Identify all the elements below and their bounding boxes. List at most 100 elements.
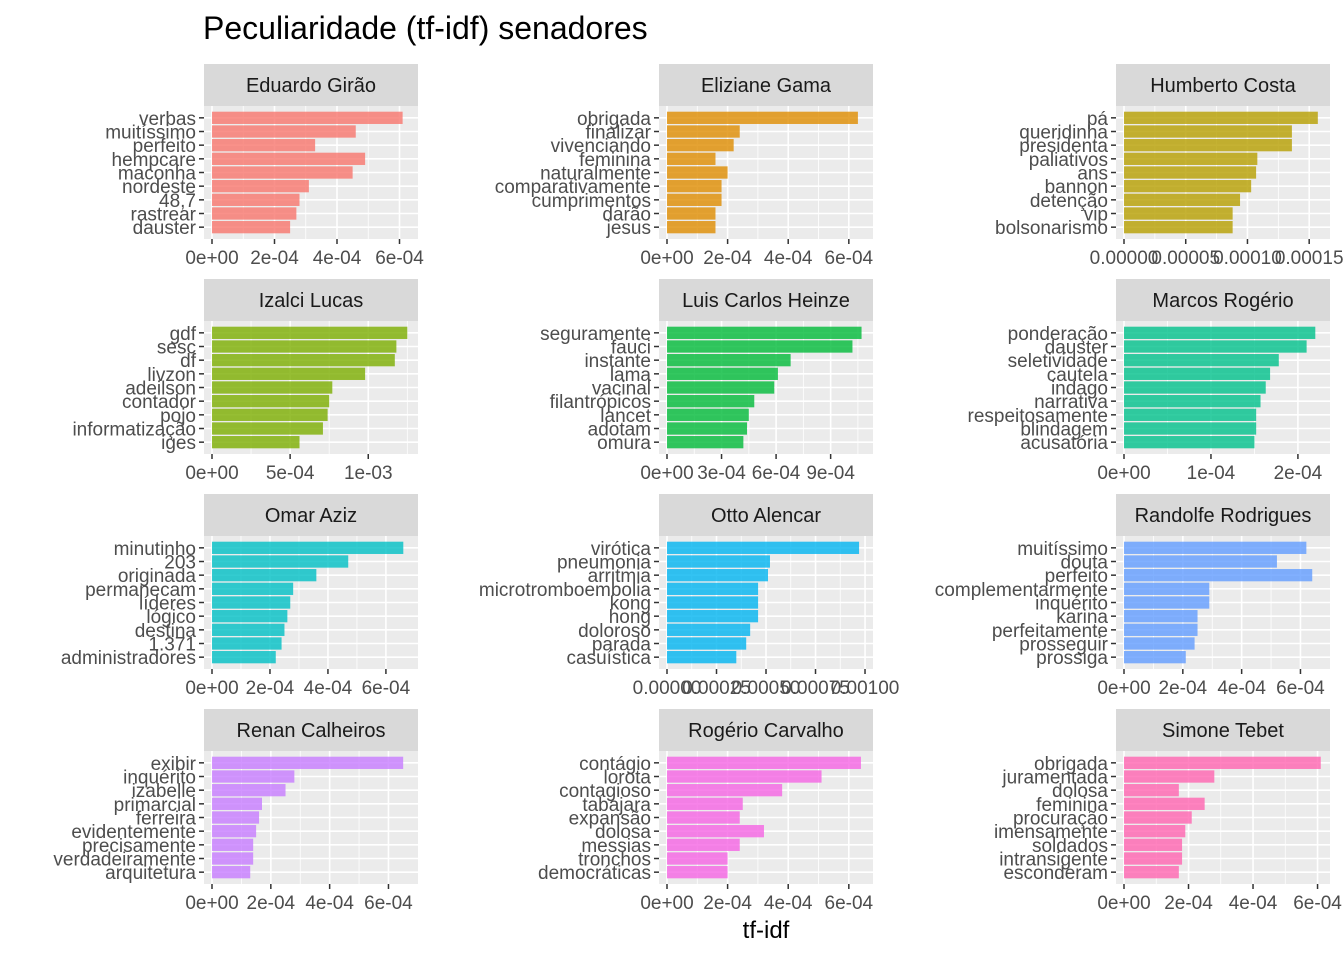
category-label: bolsonarismo — [995, 218, 1108, 239]
facet-title: Rogério Carvalho — [688, 720, 844, 742]
facet-strip — [1116, 279, 1330, 321]
x-tick-label: 0.00015 — [1275, 248, 1344, 269]
category-label: inquérito — [1035, 594, 1108, 615]
bar — [667, 395, 755, 408]
category-label: lama — [610, 365, 652, 386]
category-label: obrigada — [577, 109, 651, 130]
bar — [1124, 838, 1183, 851]
category-label: prosseguir — [1019, 635, 1108, 656]
category-label: narrativa — [1034, 392, 1108, 413]
x-tick-label: 1e-03 — [344, 463, 393, 484]
bar — [1124, 395, 1261, 408]
category-label: ans — [1077, 164, 1108, 185]
category-label: izabelle — [132, 781, 196, 802]
x-tick-label: 2e-04 — [703, 248, 752, 269]
bar — [1124, 582, 1210, 595]
x-tick-label: 0e+00 — [185, 248, 238, 269]
facet-strip — [204, 494, 418, 536]
facet-title: Izalci Lucas — [259, 290, 364, 312]
bar — [667, 838, 740, 851]
bar — [212, 852, 254, 865]
bar — [212, 193, 300, 206]
bar — [1124, 354, 1279, 367]
category-label: karina — [1056, 607, 1108, 628]
category-label: parada — [592, 635, 652, 656]
bar — [212, 756, 404, 769]
category-label: democráticas — [538, 863, 651, 884]
facet-strip — [1116, 709, 1330, 751]
x-tick-label: 6e-04 — [825, 893, 874, 914]
category-label: tabajara — [582, 795, 651, 816]
category-label: virótica — [591, 539, 652, 560]
bar — [667, 651, 737, 664]
x-tick-label: 2e-04 — [247, 893, 296, 914]
facet-panel: Humberto Costa 0.000000.000050.000100.000… — [995, 64, 1344, 269]
category-label: gdf — [170, 324, 197, 345]
bar — [1124, 125, 1292, 138]
bar — [1124, 152, 1258, 165]
x-tick-label: 0.00010 — [1213, 248, 1282, 269]
bar — [1124, 367, 1271, 380]
category-label: respeitosamente — [968, 406, 1108, 427]
bar — [212, 569, 317, 582]
bar — [667, 569, 768, 582]
category-label: doloroso — [578, 621, 651, 642]
bar — [667, 180, 722, 193]
x-tick-label: 4e-04 — [313, 248, 362, 269]
chart-title: Peculiaridade (tf-idf) senadores — [203, 10, 648, 46]
bar — [1124, 408, 1257, 421]
category-label: perfeitamente — [992, 621, 1108, 642]
bar — [212, 582, 294, 595]
category-label: presidenta — [1019, 136, 1108, 157]
category-label: ponderação — [1008, 324, 1108, 345]
bar — [667, 408, 749, 421]
category-label: administradores — [61, 648, 196, 669]
facet-panel: Otto Alencar 0.000000.000250.000500.00075… — [479, 494, 899, 699]
x-tick-label: 0e+00 — [640, 463, 693, 484]
facet-title: Luis Carlos Heinze — [682, 290, 850, 312]
category-label: feminina — [579, 150, 651, 171]
bar — [667, 436, 744, 449]
category-label: esconderam — [1003, 863, 1108, 884]
bar — [1124, 207, 1233, 220]
category-label: pá — [1087, 109, 1109, 130]
bar — [1124, 541, 1307, 554]
category-label: pojo — [160, 406, 196, 427]
bar — [212, 838, 254, 851]
facet-panel: Rogério Carvalho 0e+00 2e-04 4e-04 6e-04 cont… — [538, 709, 874, 914]
category-label: arquitetura — [105, 863, 196, 884]
category-label: queridinha — [1019, 123, 1108, 144]
bar — [667, 326, 862, 339]
category-label: feminina — [1036, 795, 1108, 816]
facet-title: Otto Alencar — [711, 505, 821, 527]
category-label: imensamente — [994, 822, 1108, 843]
category-label: iges — [161, 433, 196, 454]
category-label: tronchos — [578, 850, 651, 871]
x-tick-label: 3e-04 — [697, 463, 746, 484]
category-label: complementarmente — [935, 580, 1108, 601]
bar — [1124, 436, 1255, 449]
facet-panel: Omar Aziz 0e+00 2e-04 4e-04 6e-04 minutinho20… — [61, 494, 418, 699]
category-label: arritmia — [588, 566, 652, 587]
category-label: procuração — [1013, 809, 1108, 830]
facet-title: Humberto Costa — [1150, 75, 1296, 97]
category-label: destina — [135, 621, 197, 642]
category-label: obrigada — [1034, 754, 1108, 775]
bar — [1124, 381, 1266, 394]
category-label: casuística — [567, 648, 652, 669]
facet-title: Omar Aziz — [265, 505, 357, 527]
x-tick-label: 0e+00 — [185, 463, 238, 484]
facet-panel: Izalci Lucas 0e+00 5e-04 1e-03 gdfsescdflivz… — [72, 279, 418, 484]
bar — [1124, 111, 1318, 124]
bar — [1124, 623, 1198, 636]
category-label: seletividade — [1008, 351, 1108, 372]
category-label: inquérito — [123, 768, 196, 789]
bar — [667, 207, 716, 220]
category-label: lorota — [603, 768, 651, 789]
x-tick-label: 6e-04 — [1293, 893, 1342, 914]
category-label: omura — [597, 433, 651, 454]
x-tick-label: 2e-04 — [250, 248, 299, 269]
bar — [667, 354, 791, 367]
bar — [212, 152, 366, 165]
